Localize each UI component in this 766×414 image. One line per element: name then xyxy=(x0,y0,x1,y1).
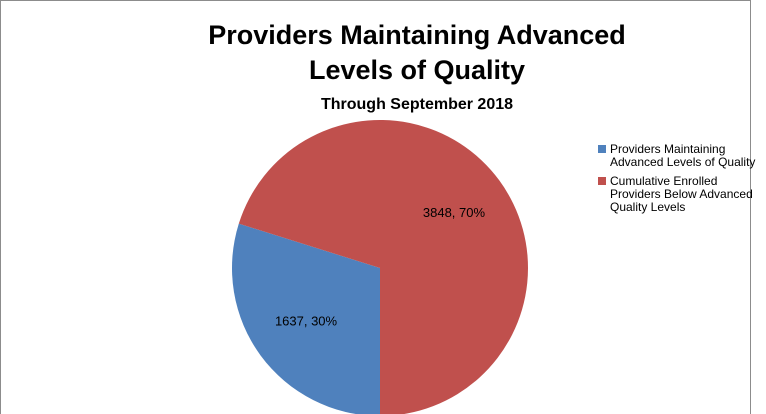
legend-swatch xyxy=(598,145,606,153)
pie-slice xyxy=(238,120,528,414)
legend-swatch xyxy=(598,177,606,185)
chart-title: Providers Maintaining Advanced Levels of… xyxy=(208,20,626,85)
chart-subtitle: Through September 2018 xyxy=(320,96,514,113)
pie-slice xyxy=(232,223,380,414)
data-label: 3848, 70% xyxy=(423,205,486,220)
legend-label: Providers Maintaining Advanced Levels of… xyxy=(610,142,756,169)
data-label: 1637, 30% xyxy=(275,314,338,329)
legend-label: Cumulative Enrolled Providers Below Adva… xyxy=(610,174,753,214)
